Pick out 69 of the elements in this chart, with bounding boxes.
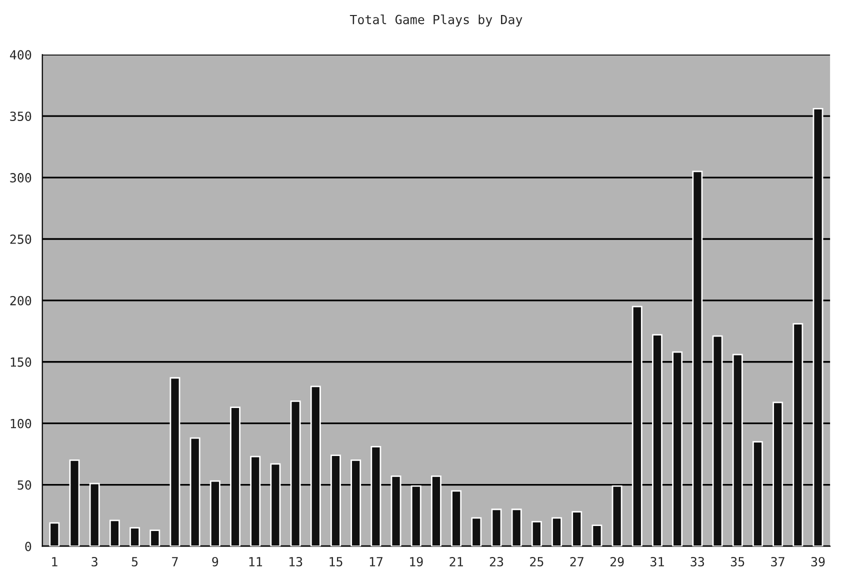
bar	[792, 323, 804, 546]
bar	[692, 170, 703, 546]
bar	[89, 482, 100, 546]
bar	[712, 335, 723, 546]
x-tick-label: 7	[172, 557, 178, 566]
x-tick-label: 1	[52, 557, 58, 566]
bar	[632, 306, 642, 546]
y-tick-label: 200	[10, 296, 32, 306]
y-tick-label: 350	[10, 112, 32, 122]
x-tick-label: 5	[132, 557, 138, 566]
bar	[451, 490, 462, 546]
bar	[410, 485, 422, 546]
bar	[370, 446, 382, 546]
bar	[652, 334, 662, 546]
bar	[511, 508, 522, 546]
x-tick-label: 21	[450, 556, 463, 566]
chart-title: Total Game Plays by Day	[350, 14, 522, 27]
x-tick-label: 29	[610, 556, 624, 566]
bar	[170, 377, 180, 546]
bar	[612, 485, 622, 546]
y-tick-label: 150	[10, 357, 32, 367]
y-tick-label: 400	[10, 50, 32, 60]
bar	[672, 351, 683, 546]
bar	[491, 508, 502, 546]
x-tick-label: 25	[530, 556, 544, 566]
y-tick-label: 50	[18, 480, 32, 490]
bar	[330, 454, 341, 546]
bar	[109, 520, 120, 546]
bar	[572, 511, 582, 546]
x-tick-label: 31	[650, 556, 664, 566]
bar	[130, 527, 140, 546]
bar	[390, 476, 402, 546]
bar	[69, 460, 80, 546]
bar	[752, 441, 763, 546]
bar	[732, 354, 743, 546]
x-tick-label: 15	[330, 557, 342, 566]
x-tick-label: 35	[730, 556, 744, 566]
x-tick-label: 17	[370, 557, 383, 566]
bar	[49, 522, 60, 546]
x-tick-label: 9	[212, 556, 218, 566]
bar	[270, 463, 281, 546]
bar	[471, 517, 482, 546]
bar	[531, 520, 542, 546]
x-tick-label: 3	[92, 556, 98, 566]
y-tick-label: 300	[10, 173, 32, 182]
bar	[230, 406, 240, 546]
x-tick-label: 37	[771, 556, 784, 566]
bar	[250, 456, 261, 546]
x-tick-label: 23	[490, 556, 504, 566]
bar	[210, 480, 220, 546]
x-tick-label: 33	[690, 556, 704, 566]
x-tick-label: 13	[290, 556, 302, 566]
bar	[310, 386, 321, 546]
bar	[290, 400, 301, 546]
x-tick-label: 19	[410, 556, 423, 566]
bar	[430, 476, 442, 546]
y-tick-label: 100	[10, 418, 32, 428]
y-tick-label: 250	[10, 234, 32, 244]
y-tick-label: 0	[25, 542, 32, 552]
bar	[350, 460, 362, 546]
x-tick-label: 27	[570, 556, 584, 566]
bar	[150, 530, 160, 546]
bar	[552, 517, 562, 546]
x-tick-label: 11	[249, 557, 262, 566]
bar	[592, 524, 602, 546]
x-tick-label: 39	[811, 556, 825, 566]
bar	[772, 402, 784, 546]
bar	[812, 108, 824, 546]
bar	[190, 437, 200, 546]
